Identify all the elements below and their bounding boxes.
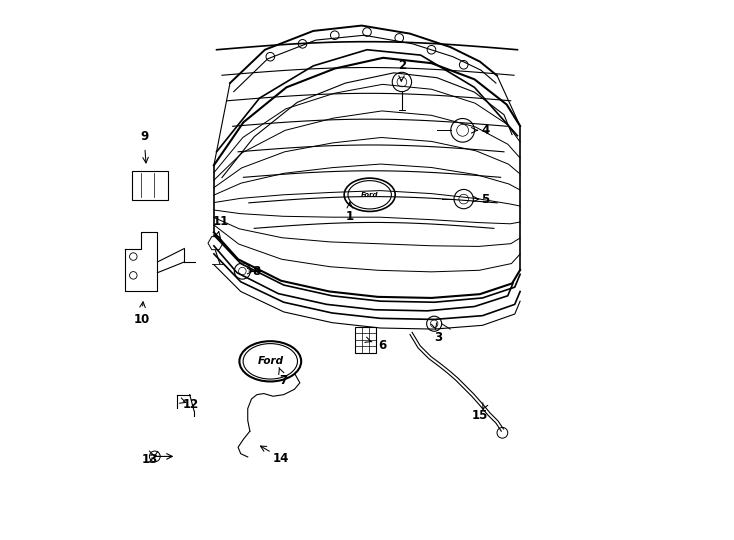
Text: Ford: Ford: [258, 356, 283, 366]
Text: 2: 2: [398, 59, 406, 72]
Text: 15: 15: [472, 409, 488, 422]
Text: 6: 6: [378, 339, 386, 352]
Text: 14: 14: [273, 451, 289, 464]
Text: 1: 1: [346, 210, 354, 223]
Text: Ford: Ford: [361, 192, 379, 198]
Text: 9: 9: [140, 130, 148, 143]
Text: 7: 7: [280, 374, 288, 387]
Text: 13: 13: [142, 453, 158, 465]
Text: 4: 4: [481, 124, 490, 137]
Text: 11: 11: [213, 215, 229, 228]
Text: 12: 12: [183, 398, 199, 411]
Text: 10: 10: [134, 313, 150, 326]
Text: 5: 5: [481, 193, 490, 206]
Ellipse shape: [239, 341, 301, 381]
Text: 8: 8: [252, 265, 261, 278]
Text: 3: 3: [434, 330, 442, 343]
